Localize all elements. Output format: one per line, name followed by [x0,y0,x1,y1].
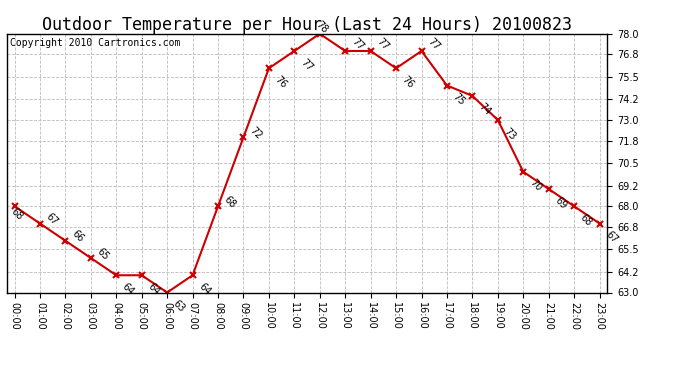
Text: 66: 66 [70,229,86,244]
Text: 65: 65 [95,246,111,262]
Text: 64: 64 [146,281,161,297]
Text: 72: 72 [248,125,264,141]
Text: 77: 77 [349,36,365,52]
Text: Copyright 2010 Cartronics.com: Copyright 2010 Cartronics.com [10,38,180,48]
Text: 64: 64 [121,281,136,297]
Text: 64: 64 [197,281,213,297]
Text: 77: 77 [375,36,391,52]
Text: 68: 68 [222,194,238,210]
Text: 78: 78 [314,19,330,35]
Text: 69: 69 [553,195,569,211]
Text: 77: 77 [426,36,442,52]
Text: 77: 77 [299,57,315,73]
Text: 63: 63 [171,298,187,314]
Text: 76: 76 [400,74,416,90]
Text: 73: 73 [502,126,518,142]
Text: 68: 68 [578,212,594,228]
Text: 70: 70 [527,178,543,194]
Text: 75: 75 [451,92,467,107]
Text: 67: 67 [604,230,620,245]
Text: 67: 67 [44,211,60,227]
Text: 74: 74 [477,102,493,118]
Text: 76: 76 [273,74,289,90]
Title: Outdoor Temperature per Hour (Last 24 Hours) 20100823: Outdoor Temperature per Hour (Last 24 Ho… [42,16,572,34]
Text: 68: 68 [9,207,25,222]
